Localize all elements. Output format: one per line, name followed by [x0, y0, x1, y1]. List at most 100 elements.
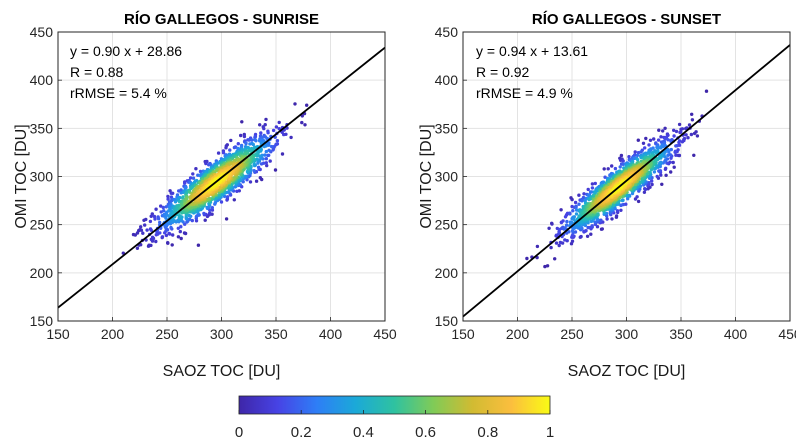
scatter-point — [605, 217, 609, 221]
scatter-point — [196, 243, 201, 247]
scatter-point — [149, 214, 153, 218]
scatter-point — [550, 222, 554, 226]
scatter-point — [277, 127, 281, 131]
scatter-point — [190, 218, 194, 223]
scatter-point — [139, 225, 143, 229]
scatter-point — [244, 174, 248, 179]
scatter-point — [647, 143, 651, 147]
scatter-point — [672, 165, 676, 169]
scatter-point — [293, 102, 297, 106]
x-tick-label: 250 — [155, 326, 179, 342]
scatter-points — [121, 102, 309, 255]
fit-line-group — [463, 44, 790, 318]
scatter-point — [277, 120, 281, 125]
scatter-point — [258, 123, 262, 127]
scatter-point — [268, 159, 272, 163]
scatter-point — [563, 238, 567, 242]
scatter-point — [221, 151, 226, 155]
y-tick-label: 250 — [30, 217, 54, 233]
scatter-point — [264, 161, 268, 165]
scatter-point — [650, 182, 654, 187]
scatter-point — [252, 169, 256, 173]
scatter-point — [167, 231, 171, 236]
scatter-point — [241, 180, 245, 184]
scatter-point — [258, 154, 262, 158]
scatter-point — [191, 172, 195, 176]
scatter-point — [684, 126, 688, 131]
scatter-point — [227, 183, 232, 188]
scatter-point — [543, 264, 547, 269]
scatter-point — [545, 264, 550, 268]
scatter-point — [232, 198, 236, 202]
scatter-point — [690, 118, 695, 122]
scatter-point — [603, 175, 607, 179]
scatter-point — [144, 217, 148, 222]
scatter-point — [663, 137, 667, 141]
scatter-point — [570, 233, 575, 238]
y-tick-label: 300 — [435, 169, 459, 185]
y-tick-label: 150 — [30, 313, 54, 329]
scatter-point — [153, 217, 157, 221]
scatter-point — [570, 220, 574, 225]
scatter-point — [659, 135, 663, 139]
scatter-point — [676, 148, 680, 152]
y-tick-label: 150 — [435, 313, 459, 329]
scatter-point — [636, 151, 641, 155]
scatter-point — [635, 195, 639, 199]
x-tick-label: 350 — [264, 326, 288, 342]
scatter-point — [264, 117, 268, 122]
y-tick-label: 350 — [30, 120, 54, 136]
x-tick-label: 250 — [560, 326, 584, 342]
scatter-point — [564, 223, 569, 227]
scatter-point — [183, 181, 187, 185]
scatter-point — [133, 233, 137, 237]
scatter-point — [571, 217, 576, 221]
y-tick-label: 300 — [30, 169, 54, 185]
scatter-point — [646, 151, 651, 155]
scatter-point — [590, 186, 595, 190]
scatter-point — [158, 231, 162, 235]
scatter-point — [639, 150, 643, 154]
scatter-point — [149, 228, 153, 232]
scatter-point — [646, 187, 650, 191]
y-tick-label: 400 — [30, 72, 54, 88]
scatter-point — [210, 206, 214, 210]
scatter-point — [674, 144, 678, 148]
scatter-point — [549, 245, 553, 250]
y-tick-label: 200 — [30, 265, 54, 281]
scatter-point — [272, 144, 276, 149]
x-tick-label: 300 — [210, 326, 234, 342]
colorbar-tick-label: 1 — [546, 424, 554, 439]
scatter-point — [684, 133, 688, 137]
x-tick-label: 450 — [373, 326, 397, 342]
scatter-point — [559, 208, 563, 212]
scatter-point — [605, 214, 609, 218]
scatter-point — [145, 228, 149, 232]
scatter-point — [606, 167, 610, 171]
scatter-point — [177, 214, 181, 218]
colorbar-tick-label: 0.4 — [353, 424, 374, 439]
scatter-point — [141, 231, 145, 235]
scatter-point — [154, 239, 158, 244]
scatter-point — [229, 138, 233, 143]
scatter-point — [673, 149, 678, 153]
scatter-point — [664, 173, 668, 177]
scatter-point — [557, 231, 562, 235]
scatter-point — [202, 211, 206, 216]
scatter-point — [666, 138, 670, 142]
scatter-point — [570, 197, 574, 202]
scatter-point — [270, 144, 274, 149]
scatter-point — [643, 146, 647, 150]
scatter-point — [176, 235, 181, 239]
scatter-point — [664, 166, 668, 170]
colorbar-tick-label: 0.8 — [477, 424, 498, 439]
colorbar: 0 0.2 0.4 0.6 0.8 1 — [235, 395, 554, 439]
scatter-point — [636, 138, 640, 142]
y-tick-label: 250 — [435, 217, 459, 233]
scatter-point — [208, 211, 212, 215]
scatter-point — [244, 141, 248, 146]
scatter-point — [535, 244, 540, 249]
scatter-points — [525, 89, 709, 269]
scatter-point — [652, 137, 656, 141]
